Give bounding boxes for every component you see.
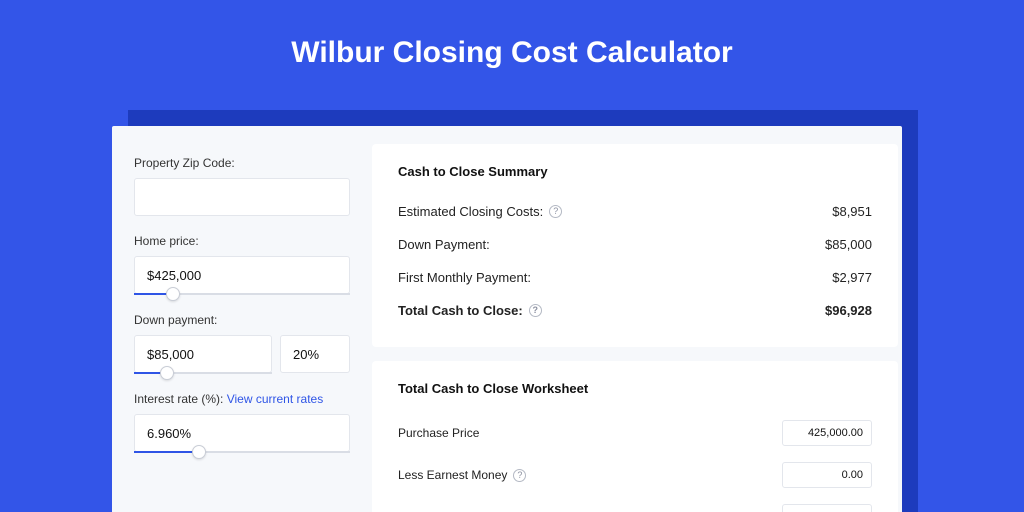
summary-row-value: $2,977 (832, 270, 872, 285)
summary-row-label: Estimated Closing Costs:? (398, 204, 562, 219)
worksheet-panel: Total Cash to Close Worksheet Purchase P… (372, 361, 898, 512)
worksheet-row-label: Purchase Price (398, 426, 479, 440)
worksheet-row-input[interactable] (782, 420, 872, 446)
summary-row-label-text: Total Cash to Close: (398, 303, 523, 318)
down-payment-label: Down payment: (134, 313, 350, 327)
worksheet-row-label: Less Earnest Money? (398, 468, 526, 482)
worksheet-title: Total Cash to Close Worksheet (398, 381, 872, 396)
worksheet-row: Less Earnest Money? (398, 454, 872, 496)
interest-rate-label: Interest rate (%): View current rates (134, 392, 350, 406)
down-payment-pct-input[interactable] (280, 335, 350, 373)
zip-label: Property Zip Code: (134, 156, 350, 170)
summary-row-label: First Monthly Payment: (398, 270, 531, 285)
home-price-slider-thumb[interactable] (166, 287, 180, 301)
interest-rate-slider[interactable] (134, 451, 350, 453)
page-title: Wilbur Closing Cost Calculator (0, 0, 1024, 96)
home-price-field: Home price: (134, 234, 350, 295)
worksheet-row: Total Mortgage Loan Amount (398, 496, 872, 512)
help-icon[interactable]: ? (549, 205, 562, 218)
summary-row-value: $85,000 (825, 237, 872, 252)
summary-row-label-text: Estimated Closing Costs: (398, 204, 543, 219)
inputs-column: Property Zip Code: Home price: Down paym… (112, 126, 372, 512)
summary-panel: Cash to Close Summary Estimated Closing … (372, 144, 898, 347)
summary-title: Cash to Close Summary (398, 164, 872, 179)
summary-row-label: Total Cash to Close:? (398, 303, 542, 318)
summary-row: Estimated Closing Costs:? $8,951 (398, 195, 872, 228)
worksheet-row-input[interactable] (782, 504, 872, 512)
zip-field: Property Zip Code: (134, 156, 350, 216)
summary-row-label: Down Payment: (398, 237, 490, 252)
summary-row: Down Payment: $85,000 (398, 228, 872, 261)
down-payment-slider[interactable] (134, 372, 272, 374)
down-payment-input[interactable] (134, 335, 272, 373)
interest-rate-slider-fill (134, 451, 199, 453)
down-payment-slider-thumb[interactable] (160, 366, 174, 380)
interest-rate-input[interactable] (134, 414, 350, 452)
summary-row-value: $8,951 (832, 204, 872, 219)
home-price-slider[interactable] (134, 293, 350, 295)
worksheet-row-input[interactable] (782, 462, 872, 488)
interest-rate-field: Interest rate (%): View current rates (134, 392, 350, 453)
results-column: Cash to Close Summary Estimated Closing … (372, 126, 902, 512)
summary-row-label-text: Down Payment: (398, 237, 490, 252)
app-root: Wilbur Closing Cost Calculator Property … (0, 0, 1024, 512)
worksheet-rows: Purchase Price Less Earnest Money? Total M… (398, 412, 872, 512)
help-icon[interactable]: ? (529, 304, 542, 317)
worksheet-row: Purchase Price (398, 412, 872, 454)
interest-rate-slider-thumb[interactable] (192, 445, 206, 459)
home-price-input[interactable] (134, 256, 350, 294)
summary-row-label-text: First Monthly Payment: (398, 270, 531, 285)
interest-rate-label-text: Interest rate (%): (134, 392, 223, 406)
worksheet-row-label-text: Purchase Price (398, 426, 479, 440)
worksheet-row-label-text: Less Earnest Money (398, 468, 507, 482)
summary-row: Total Cash to Close:? $96,928 (398, 294, 872, 327)
down-payment-field: Down payment: (134, 313, 350, 374)
summary-rows: Estimated Closing Costs:? $8,951 Down Paym… (398, 195, 872, 327)
home-price-label: Home price: (134, 234, 350, 248)
zip-input[interactable] (134, 178, 350, 216)
calculator-card: Property Zip Code: Home price: Down paym… (112, 126, 902, 512)
summary-row: First Monthly Payment: $2,977 (398, 261, 872, 294)
view-rates-link[interactable]: View current rates (227, 392, 324, 406)
help-icon[interactable]: ? (513, 469, 526, 482)
summary-row-value: $96,928 (825, 303, 872, 318)
